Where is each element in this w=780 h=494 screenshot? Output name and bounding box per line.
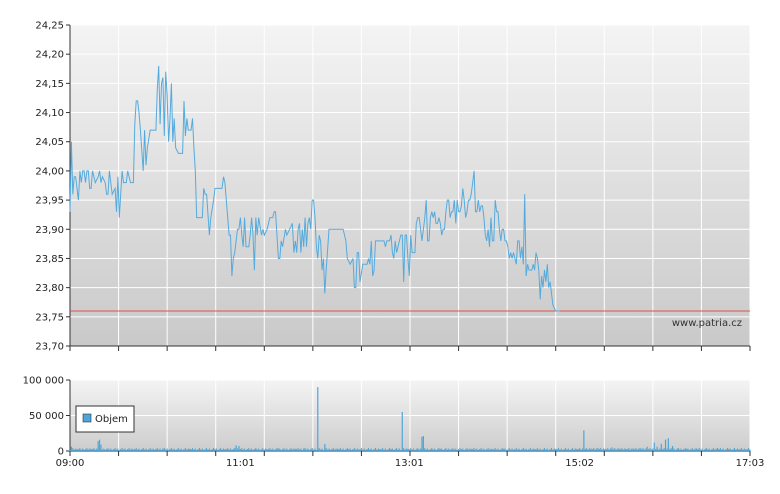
price-tick-label: 23,90: [35, 225, 64, 236]
time-axis-label: 17:03: [736, 458, 765, 469]
legend-label: Objem: [95, 414, 128, 425]
legend: Objem: [75, 405, 135, 433]
volume-tick-label: 100 000: [23, 376, 64, 387]
time-axis-label: 15:02: [565, 458, 594, 469]
price-tick-label: 24,25: [35, 21, 64, 32]
price-tick-label: 24,05: [35, 137, 64, 148]
watermark-text: www.patria.cz: [672, 318, 742, 329]
price-tick-label: 24,10: [35, 108, 64, 119]
price-tick-label: 23,95: [35, 196, 64, 207]
price-tick-label: 23,75: [35, 312, 64, 323]
price-tick-label: 24,15: [35, 79, 64, 90]
time-axis-label: 13:01: [395, 458, 424, 469]
price-series-line: [69, 65, 560, 312]
time-axis-label: 11:01: [226, 458, 255, 469]
price-tick-label: 23,85: [35, 254, 64, 265]
price-tick-label: 24,00: [35, 166, 64, 177]
price-tick-label: 23,80: [35, 283, 64, 294]
volume-tick-label: 0: [58, 447, 64, 458]
time-axis-label: 09:00: [56, 458, 85, 469]
price-tick-label: 23,70: [35, 342, 64, 353]
price-tick-label: 24,20: [35, 50, 64, 61]
legend-swatch: [82, 413, 92, 423]
volume-tick-label: 50 000: [29, 411, 64, 422]
